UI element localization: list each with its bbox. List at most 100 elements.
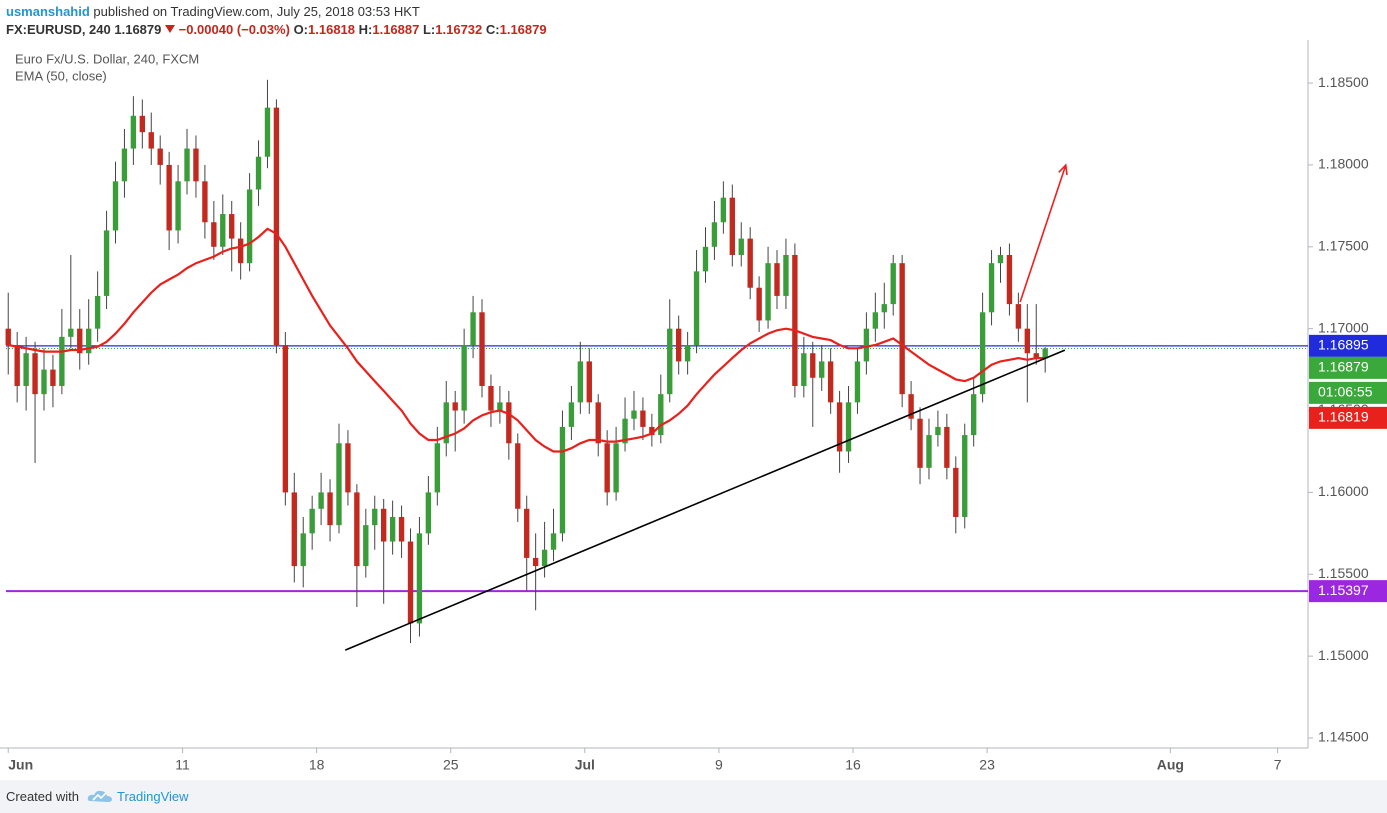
candle-body (970, 394, 977, 436)
arrow-head (1058, 163, 1068, 176)
ohlc-label: C: (485, 22, 500, 37)
x-tick-label: Jul (575, 757, 595, 773)
down-triangle (165, 25, 175, 33)
header: usmanshahid published on TradingView.com… (6, 3, 547, 39)
candle-body (32, 353, 38, 395)
candle-body (1033, 353, 1039, 359)
candle-body (640, 410, 646, 427)
brand: TradingView (117, 789, 189, 804)
candle-body (702, 246, 709, 272)
candle-body (550, 533, 557, 550)
x-tick-label: 9 (715, 757, 723, 773)
trendline (344, 349, 1066, 651)
candle-body (863, 328, 870, 362)
candle-body (121, 148, 128, 182)
candle-body (667, 328, 673, 395)
candle-body (917, 418, 923, 468)
candle-body (327, 492, 333, 526)
header-line-1: usmanshahid published on TradingView.com… (6, 3, 547, 21)
y-tick-label: 1.18000 (1318, 156, 1369, 172)
candle-body (515, 443, 521, 509)
x-tick-label: Jun (8, 757, 33, 773)
candle-body (649, 426, 655, 436)
candle-body (577, 361, 584, 403)
candle-body (130, 115, 137, 149)
y-tick-label: 1.15000 (1318, 647, 1369, 663)
x-tick-label: Aug (1157, 757, 1184, 773)
candle-body (246, 189, 253, 264)
candle-body (166, 164, 172, 231)
candle-body (613, 443, 619, 493)
ohlc-value: 1.16732 (435, 22, 483, 37)
candle-body (854, 361, 861, 403)
candle-body (220, 214, 226, 247)
candle-body (568, 402, 575, 427)
candle-body (532, 557, 539, 567)
hline-price-label: 1.16895 (1318, 337, 1369, 353)
author: usmanshahid (6, 4, 90, 19)
x-tick-label: 11 (175, 757, 190, 773)
candle-body (979, 312, 986, 395)
footer: Created with TradingView (0, 780, 1387, 813)
candle-body (112, 181, 119, 231)
y-tick-label: 1.17500 (1318, 238, 1369, 254)
hline-price-label-box (1309, 580, 1387, 603)
background (0, 0, 1387, 780)
candle-body (434, 443, 440, 493)
x-tick-label: 16 (845, 757, 861, 773)
candle-body (497, 402, 503, 411)
candle-body (425, 492, 432, 534)
candle-body (202, 181, 208, 223)
candle-body (407, 541, 414, 624)
candle-body (586, 361, 592, 403)
ema-line (7, 227, 1046, 453)
candle-body (738, 238, 744, 255)
candle-body (86, 328, 92, 354)
chart: Euro Fx/U.S. Dollar, 240, FXCM EMA (50, … (0, 0, 1387, 780)
candle-body (693, 271, 700, 346)
y-tick-label: 1.16000 (1318, 483, 1369, 499)
candle-body (506, 402, 512, 444)
candle-body (819, 361, 825, 378)
candle-body (23, 353, 29, 386)
candle-body (300, 533, 306, 567)
candle-body (41, 369, 47, 395)
created-with: Created with (6, 789, 79, 804)
candle-body (461, 345, 467, 411)
ohlc-value: 1.16887 (372, 22, 420, 37)
candle-body (372, 508, 378, 526)
candle-body (675, 328, 682, 362)
candle-body (488, 385, 494, 411)
last-price: 1.16879 (114, 22, 162, 37)
candle-body (729, 197, 735, 255)
candle-body (604, 443, 610, 493)
candle-body (59, 336, 65, 386)
candle-body (684, 345, 691, 362)
candle-body (953, 467, 959, 517)
y-tick-label: 1.17000 (1318, 319, 1369, 335)
hline-price-label: 1.15397 (1318, 582, 1369, 598)
candle-body (157, 148, 163, 165)
candle-body (988, 263, 995, 313)
candle-body (282, 345, 289, 493)
countdown-label: 01:06:55 (1318, 384, 1373, 400)
candle-body (398, 516, 405, 542)
candle-body (836, 402, 843, 452)
y-tick-label: 1.18500 (1318, 74, 1369, 90)
x-tick-label: 23 (979, 757, 995, 773)
candle-body (631, 410, 637, 419)
candle-body (1042, 348, 1048, 359)
candle-body (345, 443, 351, 493)
last-price-label: 1.16879 (1318, 359, 1369, 375)
countdown-label-box (1309, 381, 1387, 404)
chart-title: Euro Fx/U.S. Dollar, 240, FXCM (15, 51, 199, 66)
candle-body (524, 508, 530, 558)
candle-body (935, 426, 941, 436)
candle-body (944, 426, 950, 468)
candle-body (783, 254, 789, 296)
header-line-2: FX:EURUSD, 240 1.16879 −0.00040 (−0.03%)… (6, 21, 547, 39)
candle-body (801, 353, 807, 386)
candle-body (103, 230, 110, 296)
ohlc-label: L: (422, 22, 436, 37)
candle-body (5, 328, 11, 346)
